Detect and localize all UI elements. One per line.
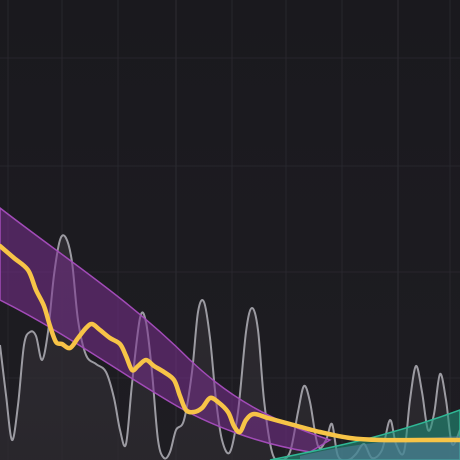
low-band-region[interactable] <box>0 207 332 453</box>
eq-response-curve[interactable] <box>0 243 460 443</box>
